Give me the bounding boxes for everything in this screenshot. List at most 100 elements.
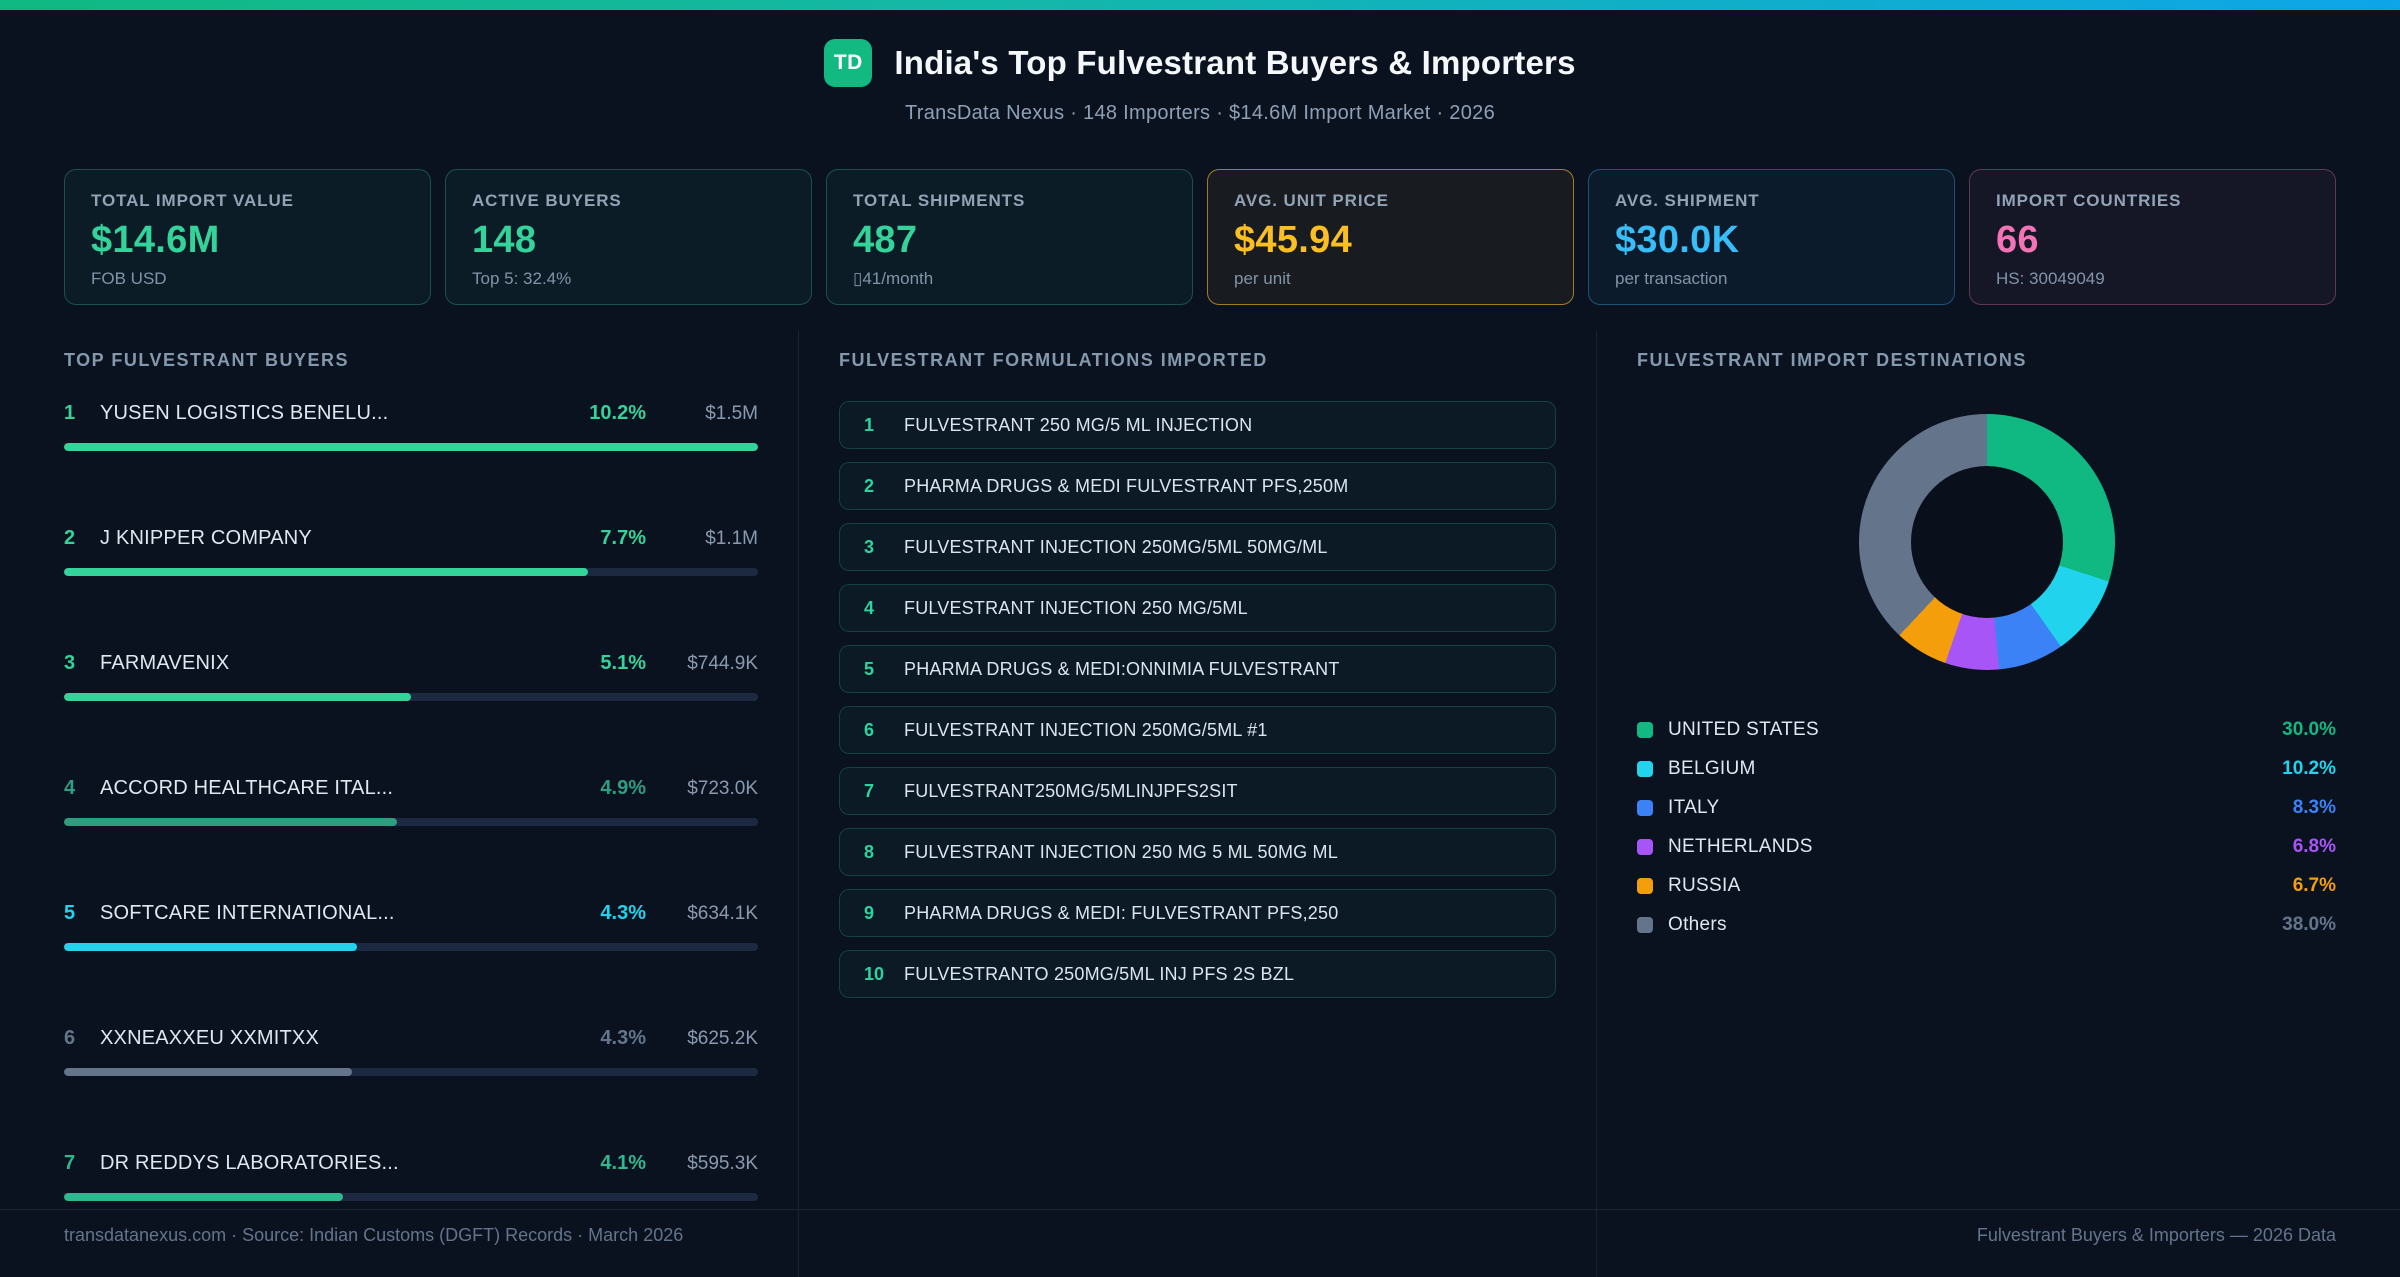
legend-item: Others 38.0% [1637, 913, 2336, 936]
buyer-bar-fill [64, 693, 411, 701]
buyer-rank: 5 [64, 902, 76, 924]
buyer-bar-fill [64, 1193, 343, 1201]
buyer-rank: 7 [64, 1152, 76, 1174]
buyer-bar-track [64, 693, 758, 701]
formulation-name: FULVESTRANT 250 MG/5 ML INJECTION [904, 414, 1253, 435]
buyer-row: 2 J KNIPPER COMPANY 7.7% $1.1M [64, 527, 758, 576]
stat-card-avg-shipment: AVG. SHIPMENT $30.0K per transaction [1588, 169, 1955, 305]
stat-sub: Top 5: 32.4% [472, 269, 572, 288]
legend-pct: 10.2% [2282, 757, 2336, 779]
page-footer: transdatanexus.com · Source: Indian Cust… [0, 1209, 2400, 1260]
formulation-name: FULVESTRANT250MG/5MLINJPFS2SIT [904, 780, 1238, 801]
formulation-rank: 3 [864, 536, 875, 557]
formulation-rank: 8 [864, 841, 875, 862]
stat-value: $45.94 [1234, 219, 1353, 261]
buyer-share-pct: 4.3% [600, 1027, 646, 1049]
destinations-panel: FULVESTRANT IMPORT DESTINATIONS UNITED S… [1637, 305, 2336, 1277]
brand-logo: TD [824, 39, 873, 87]
destinations-panel-title: FULVESTRANT IMPORT DESTINATIONS [1637, 350, 2027, 370]
legend-pct: 30.0% [2282, 718, 2336, 740]
destinations-legend: UNITED STATES 30.0% BELGIUM 10.2% ITALY … [1637, 718, 2336, 936]
formulation-item: 10 FULVESTRANTO 250MG/5ML INJ PFS 2S BZL [839, 950, 1556, 998]
legend-label: ITALY [1668, 796, 1720, 818]
legend-swatch [1637, 916, 1653, 933]
formulations-panel-title: FULVESTRANT FORMULATIONS IMPORTED [839, 350, 1268, 370]
formulation-item: 3 FULVESTRANT INJECTION 250MG/5ML 50MG/M… [839, 523, 1556, 571]
formulation-item: 4 FULVESTRANT INJECTION 250 MG/5ML [839, 584, 1556, 632]
formulation-name: PHARMA DRUGS & MEDI FULVESTRANT PFS,250M [904, 475, 1349, 496]
legend-pct: 6.7% [2292, 874, 2336, 896]
buyer-row: 3 FARMAVENIX 5.1% $744.9K [64, 652, 758, 701]
buyer-bar-track [64, 1193, 758, 1201]
formulation-name: PHARMA DRUGS & MEDI:ONNIMIA FULVESTRANT [904, 658, 1340, 679]
legend-item: NETHERLANDS 6.8% [1637, 835, 2336, 858]
formulation-item: 8 FULVESTRANT INJECTION 250 MG 5 ML 50MG… [839, 828, 1556, 876]
stat-card-total-shipments: TOTAL SHIPMENTS 487 ▯41/month [826, 169, 1193, 305]
formulation-rank: 2 [864, 475, 875, 496]
stat-sub: FOB USD [91, 269, 167, 288]
formulation-rank: 4 [864, 597, 875, 618]
destinations-donut-chart [1858, 414, 2115, 670]
buyer-name: XXNEAXXEU XXMITXX [100, 1027, 320, 1049]
formulation-name: FULVESTRANT INJECTION 250MG/5ML #1 [904, 719, 1268, 740]
legend-label: Others [1668, 913, 1727, 935]
legend-item: ITALY 8.3% [1637, 796, 2336, 819]
stat-sub: per unit [1234, 269, 1291, 288]
buyer-value: $634.1K [687, 903, 758, 924]
buyer-share-pct: 10.2% [589, 402, 646, 424]
stat-value: 148 [472, 219, 537, 261]
buyer-row: 6 XXNEAXXEU XXMITXX 4.3% $625.2K [64, 1027, 758, 1076]
main-content: TOP FULVESTRANT BUYERS 1 YUSEN LOGISTICS… [0, 305, 2400, 1277]
buyer-row: 7 DR REDDYS LABORATORIES... 4.1% $595.3K [64, 1152, 758, 1201]
footer-report-label: Fulvestrant Buyers & Importers — 2026 Da… [1976, 1224, 2336, 1245]
formulation-rank: 1 [864, 414, 875, 435]
stat-card-total-import-value: TOTAL IMPORT VALUE $14.6M FOB USD [64, 169, 431, 305]
stat-value: 487 [853, 219, 918, 261]
buyer-bar-fill [64, 1068, 352, 1076]
buyer-bar-fill [64, 943, 357, 951]
stat-card-active-buyers: ACTIVE BUYERS 148 Top 5: 32.4% [445, 169, 812, 305]
buyer-rank: 3 [64, 652, 76, 674]
stat-sub: per transaction [1615, 269, 1728, 288]
legend-swatch [1637, 721, 1653, 738]
buyer-value: $744.9K [687, 653, 758, 674]
buyer-rank: 1 [64, 402, 76, 424]
legend-label: RUSSIA [1668, 874, 1741, 896]
buyer-name: J KNIPPER COMPANY [100, 527, 312, 549]
page-subtitle: TransData Nexus · 148 Importers · $14.6M… [905, 102, 1495, 124]
buyer-bar-track [64, 443, 758, 451]
buyer-share-pct: 4.3% [600, 902, 646, 924]
stat-label: TOTAL IMPORT VALUE [91, 191, 294, 210]
buyer-bar-fill [64, 443, 758, 451]
buyer-bar-track [64, 1068, 758, 1076]
formulation-item: 9 PHARMA DRUGS & MEDI: FULVESTRANT PFS,2… [839, 889, 1556, 937]
buyer-share-pct: 7.7% [600, 527, 646, 549]
legend-label: BELGIUM [1668, 757, 1756, 779]
formulation-item: 7 FULVESTRANT250MG/5MLINJPFS2SIT [839, 767, 1556, 815]
donut-hole [1910, 466, 2063, 618]
buyer-name: YUSEN LOGISTICS BENELU... [100, 402, 389, 424]
stat-label: TOTAL SHIPMENTS [853, 191, 1026, 210]
stat-label: ACTIVE BUYERS [472, 191, 622, 210]
formulations-list: 1 FULVESTRANT 250 MG/5 ML INJECTION 2 PH… [839, 401, 1556, 998]
buyer-value: $1.1M [705, 528, 758, 549]
buyer-share-pct: 4.9% [600, 777, 646, 799]
legend-label: NETHERLANDS [1668, 835, 1813, 857]
buyer-bar-track [64, 943, 758, 951]
legend-label: UNITED STATES [1668, 718, 1819, 740]
buyer-name: FARMAVENIX [100, 652, 230, 674]
buyer-bar-fill [64, 818, 398, 826]
formulation-name: PHARMA DRUGS & MEDI: FULVESTRANT PFS,250 [904, 902, 1339, 923]
column-divider [1596, 331, 1597, 1277]
buyer-name: SOFTCARE INTERNATIONAL... [100, 902, 395, 924]
formulation-name: FULVESTRANT INJECTION 250MG/5ML 50MG/ML [904, 536, 1328, 557]
buyer-value: $625.2K [687, 1028, 758, 1049]
buyer-value: $595.3K [687, 1153, 758, 1174]
stat-value: $14.6M [91, 219, 220, 261]
column-divider [798, 331, 799, 1277]
formulation-name: FULVESTRANT INJECTION 250 MG/5ML [904, 597, 1248, 618]
formulation-item: 5 PHARMA DRUGS & MEDI:ONNIMIA FULVESTRAN… [839, 645, 1556, 693]
formulation-item: 6 FULVESTRANT INJECTION 250MG/5ML #1 [839, 706, 1556, 754]
formulation-name: FULVESTRANTO 250MG/5ML INJ PFS 2S BZL [904, 963, 1295, 984]
legend-item: BELGIUM 10.2% [1637, 757, 2336, 780]
